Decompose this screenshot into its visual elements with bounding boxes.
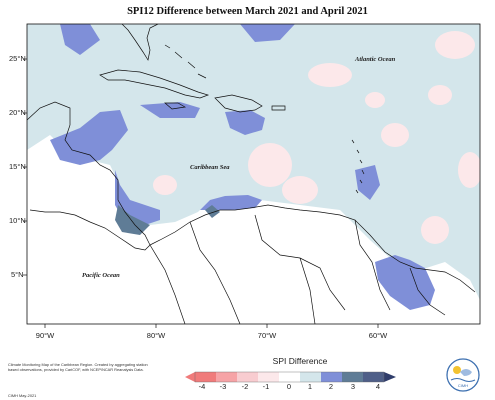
- strong-positive-regions: [115, 205, 220, 235]
- legend-tick: 4: [376, 382, 380, 391]
- legend-tick: 2: [329, 382, 333, 391]
- lat-tick: 10°N: [9, 216, 26, 225]
- legend-tick: -2: [242, 382, 249, 391]
- legend-swatch: [237, 372, 258, 382]
- legend-swatch: [195, 372, 216, 382]
- lon-tick: 80°W: [147, 331, 166, 340]
- legend-swatch: [321, 372, 342, 382]
- cimh-logo-text: CIMH: [458, 383, 468, 388]
- legend-swatch: [363, 372, 384, 382]
- lat-tick: 20°N: [9, 108, 26, 117]
- lat-tick: 15°N: [9, 162, 26, 171]
- lon-tick: 60°W: [369, 331, 388, 340]
- lat-tick: 5°N: [11, 270, 24, 279]
- pacific-ocean-label: Pacific Ocean: [82, 272, 120, 279]
- legend-arrow-left: [185, 372, 195, 382]
- coastlines: [27, 24, 476, 324]
- legend-swatch: [342, 372, 363, 382]
- legend-tick: 0: [287, 382, 291, 391]
- legend-tick: 1: [308, 382, 312, 391]
- map-border: [26, 23, 481, 325]
- lon-tick: 70°W: [258, 331, 277, 340]
- legend-tick: -3: [220, 382, 227, 391]
- footer-credit: CIMH May-2021: [8, 393, 37, 398]
- lat-axis: 25°N 20°N 15°N 10°N 5°N: [9, 54, 27, 279]
- legend-tick: -4: [199, 382, 206, 391]
- footer-note: Climate Monitoring Map of the Caribbean …: [8, 362, 148, 372]
- lat-tick: 25°N: [9, 54, 26, 63]
- cimh-logo: CIMH: [446, 358, 480, 392]
- legend-tick: 3: [351, 382, 355, 391]
- legend-swatch: [216, 372, 237, 382]
- landmass-white: [27, 135, 480, 324]
- lon-tick: 90°W: [36, 331, 55, 340]
- legend-swatch: [300, 372, 321, 382]
- caribbean-sea-label: Caribbean Sea: [190, 164, 230, 171]
- map-title: SPI12 Difference between March 2021 and …: [127, 6, 368, 17]
- legend-swatch: [279, 372, 300, 382]
- legend-title: SPI Difference: [272, 356, 328, 366]
- lon-axis: 90°W 80°W 70°W 60°W: [36, 324, 388, 340]
- legend-swatch: [258, 372, 279, 382]
- legend-colorbar: -4 -3 -2 -1 0 1 2 3 4: [185, 371, 396, 391]
- legend-tick: -1: [263, 382, 270, 391]
- negative-anomaly-regions: [153, 31, 480, 244]
- atlantic-ocean-label: Atlantic Ocean: [354, 56, 396, 63]
- legend-arrow-right: [384, 372, 396, 382]
